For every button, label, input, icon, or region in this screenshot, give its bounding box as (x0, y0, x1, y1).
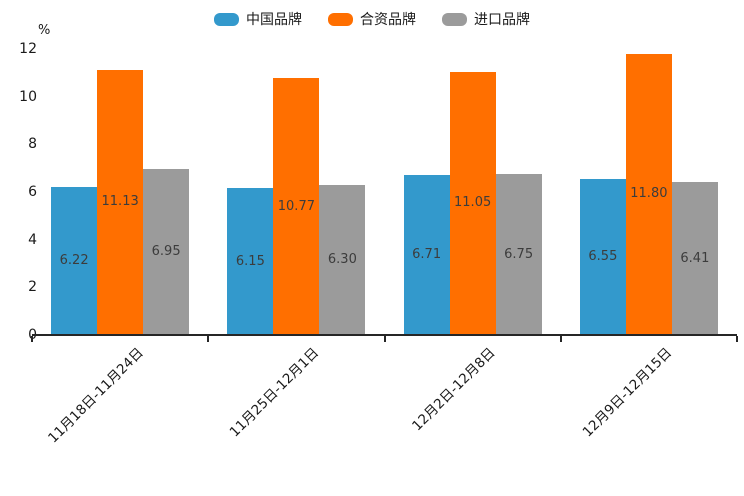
bar-value-label: 11.13 (101, 194, 139, 210)
bar (319, 184, 366, 335)
bar-value-label: 6.55 (588, 248, 618, 264)
legend: 中国品牌 合资品牌 进口品牌 (0, 9, 744, 29)
bar-value-label: 6.30 (327, 251, 357, 267)
bar (143, 169, 190, 335)
bar-value-label: 11.05 (454, 195, 492, 211)
bar-value-label: 6.95 (151, 244, 181, 260)
bar-value-label: 11.80 (630, 186, 668, 202)
bar-value-label: 6.41 (680, 250, 710, 266)
legend-item-0: 中国品牌 (214, 9, 302, 29)
legend-label: 合资品牌 (360, 12, 416, 28)
bar-value-label: 10.77 (277, 198, 315, 214)
bar (51, 186, 98, 335)
legend-label: 进口品牌 (474, 12, 530, 28)
bar (625, 53, 672, 335)
bar (579, 178, 626, 335)
bar-value-label: 6.15 (235, 253, 265, 269)
y-tick-label: 4 (28, 231, 37, 248)
bar (227, 188, 274, 335)
y-tick-label: 2 (28, 279, 37, 296)
legend-item-1: 合资品牌 (328, 9, 416, 29)
x-axis-line (32, 334, 737, 336)
legend-label: 中国品牌 (246, 12, 302, 28)
x-axis-tick (207, 336, 210, 342)
x-axis-tick (383, 336, 386, 342)
x-axis-tick (31, 336, 33, 342)
bar-value-label: 6.22 (59, 252, 89, 268)
legend-swatch-icon (214, 12, 239, 26)
x-axis-label: 11月18日-11月24日 (44, 344, 147, 447)
bar-value-label: 6.71 (412, 247, 442, 263)
x-axis-label: 11月25日-12月1日 (227, 344, 323, 441)
x-axis-label: 12月9日-12月15日 (579, 344, 676, 441)
legend-item-2: 进口品牌 (442, 9, 530, 29)
bar (495, 174, 542, 335)
y-axis-unit-label: % (38, 23, 51, 38)
y-tick-label: 12 (19, 41, 37, 57)
bar (403, 175, 450, 335)
bar (671, 182, 718, 335)
bar-value-label: 6.75 (504, 246, 534, 262)
y-tick-label: 10 (19, 88, 37, 105)
legend-swatch-icon (442, 12, 467, 26)
y-tick-label: 6 (28, 184, 37, 200)
bar (273, 78, 320, 335)
bar (449, 71, 496, 335)
x-axis-label: 12月2日-12月8日 (409, 344, 499, 435)
legend-swatch-icon (328, 12, 353, 26)
x-axis-tick (736, 336, 738, 342)
y-tick-label: 8 (28, 136, 37, 153)
bar (97, 69, 144, 335)
x-axis-tick (559, 336, 562, 342)
